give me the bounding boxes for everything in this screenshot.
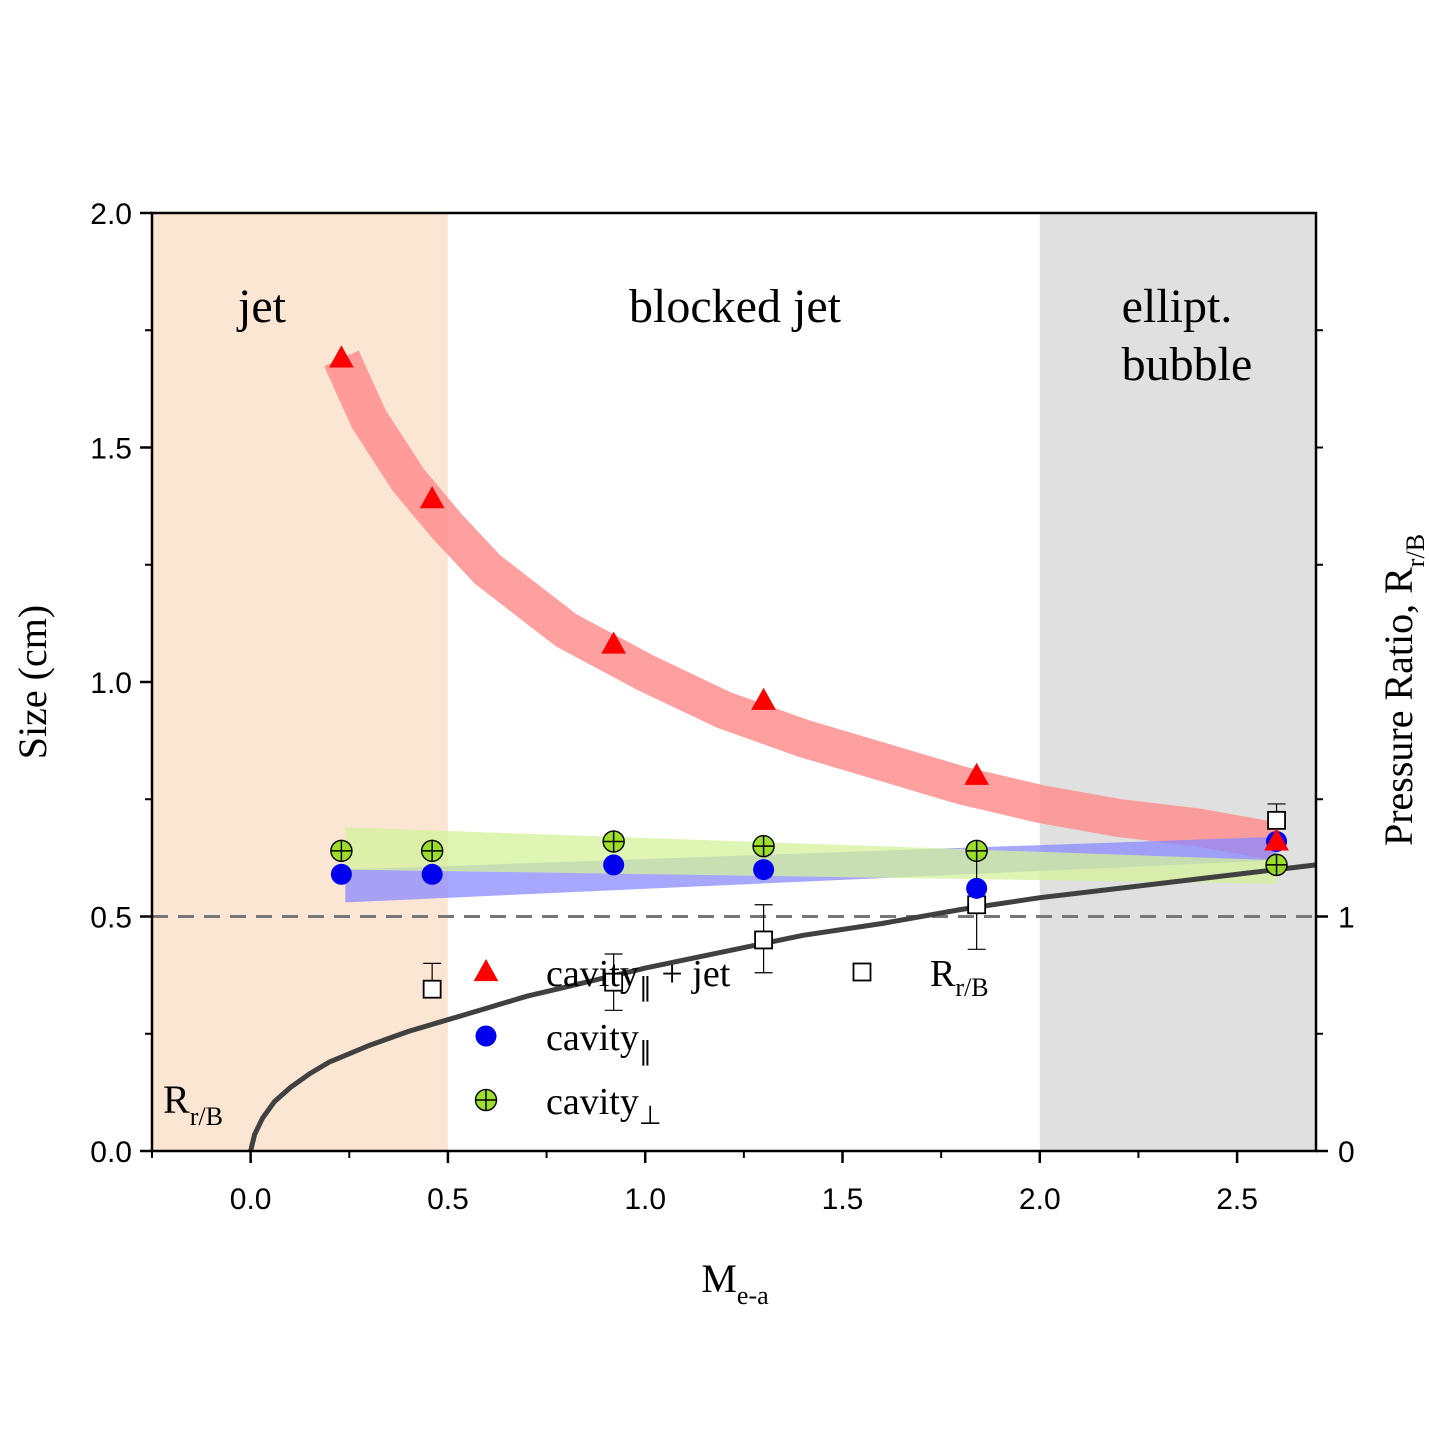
y-tick-label: 2.0 [90, 198, 132, 231]
legend-label-main: cavity [546, 1081, 639, 1123]
x-tick-label: 0.5 [427, 1183, 469, 1216]
region-backgrounds [152, 213, 1316, 1151]
cavity-jet-point [751, 687, 776, 710]
pressure-ratio-curve [248, 862, 1317, 1152]
legend-label: Rr/B [930, 953, 989, 1002]
legend-label-sub: ⊥ [639, 1101, 662, 1130]
y2-tick-label: 0 [1338, 1136, 1355, 1169]
legend-label-sub: ∥ [639, 973, 652, 1002]
legend-label: cavity∥ + jet [546, 953, 731, 1002]
legend-circle-cross-icon [474, 1088, 498, 1112]
legend-triangle-icon [473, 959, 499, 982]
legend-item: cavity∥ [475, 1017, 652, 1066]
region-0 [152, 213, 448, 1151]
cavity-par-point [966, 877, 988, 899]
pressure-ratio-marker [604, 972, 624, 992]
cavity-jet-point [1264, 828, 1289, 851]
legend-square-icon [852, 962, 872, 982]
legend-label-main: cavity [546, 1017, 639, 1059]
x-tick-label: 1.0 [624, 1183, 666, 1216]
region-label-ellipt: ellipt. [1122, 280, 1233, 333]
fit-band-cavity-perp [345, 827, 1277, 884]
axes: 0.0 0.5 1.0 1.5 2.0 2.5 0.0 0.5 1.0 1.5 2.0 0 1 [90, 198, 1354, 1216]
legend-label-main: R [930, 953, 956, 995]
legend-item: Rr/B [852, 953, 989, 1002]
legend-label: cavity⊥ [546, 1081, 662, 1130]
cavity-par-point [603, 854, 625, 876]
legend-label-sub: ∥ [639, 1037, 652, 1066]
y-tick-label: 0.5 [90, 902, 132, 935]
x-tick-label: 2.5 [1216, 1183, 1258, 1216]
legend-item: cavity⊥ [474, 1081, 662, 1130]
cavity-jet-point [964, 762, 990, 785]
fit-bands [324, 350, 1280, 903]
fit-band-cavity-jet [324, 350, 1280, 861]
pressure-ratio-marker [422, 979, 442, 999]
y-tick-label: 1.5 [90, 433, 132, 466]
y-tick-label: 0.0 [90, 1136, 132, 1169]
cavity-par-point [421, 863, 443, 885]
x-axis-title: Me-a [701, 1256, 769, 1310]
pressure-ratio-point [604, 953, 624, 1011]
y-axis-title: Size (cm) [10, 605, 55, 759]
pressure-ratio-marker [754, 930, 773, 950]
cavity-jet-point [601, 631, 627, 654]
legend-label-main: cavity [546, 953, 639, 995]
y2-axis-title: Pressure Ratio, Rr/B [1376, 534, 1429, 846]
cavity-jet-point [419, 486, 445, 509]
pressure-ratio-curve-line [248, 862, 1317, 1152]
cavity-par-point [753, 859, 775, 881]
legend-label-sub: r/B [955, 973, 988, 1002]
pressure-ratio-point [967, 857, 987, 950]
legend-circle-icon [475, 1025, 497, 1047]
pressure-ratio-point [1267, 803, 1286, 838]
cavity-perp-point [965, 839, 988, 863]
x-tick-label: 2.0 [1019, 1183, 1061, 1216]
cavity-perp-point [1265, 853, 1288, 877]
cavity-par-point [330, 863, 352, 885]
x-tick-label: 0.0 [230, 1183, 272, 1216]
pressure-ratio-point [754, 904, 773, 974]
cavity-perp-point [752, 834, 775, 858]
y2-tick-label: 1 [1338, 902, 1355, 935]
pressure-ratio-point [422, 962, 442, 999]
cavity-perp-point [330, 839, 353, 863]
pressure-ratio-marker [1267, 810, 1286, 830]
region-1 [447, 213, 1040, 1151]
region-label-blocked-jet: blocked jet [629, 280, 842, 333]
cavity-perp-point [420, 839, 444, 863]
curve-label: Rr/B [163, 1077, 223, 1131]
region-label-bubble: bubble [1122, 338, 1253, 391]
data-markers [329, 345, 1289, 1011]
x-tick-label: 1.5 [822, 1183, 864, 1216]
region-2 [1039, 213, 1316, 1151]
legend-label-suffix: + jet [652, 953, 731, 995]
cavity-jet-point [329, 345, 354, 368]
y-tick-label: 1.0 [90, 667, 132, 700]
legend-item: cavity∥ + jet [473, 953, 731, 1002]
region-label-jet: jet [236, 280, 287, 333]
legend-label: cavity∥ [546, 1017, 652, 1066]
cavity-perp-point [602, 830, 625, 853]
